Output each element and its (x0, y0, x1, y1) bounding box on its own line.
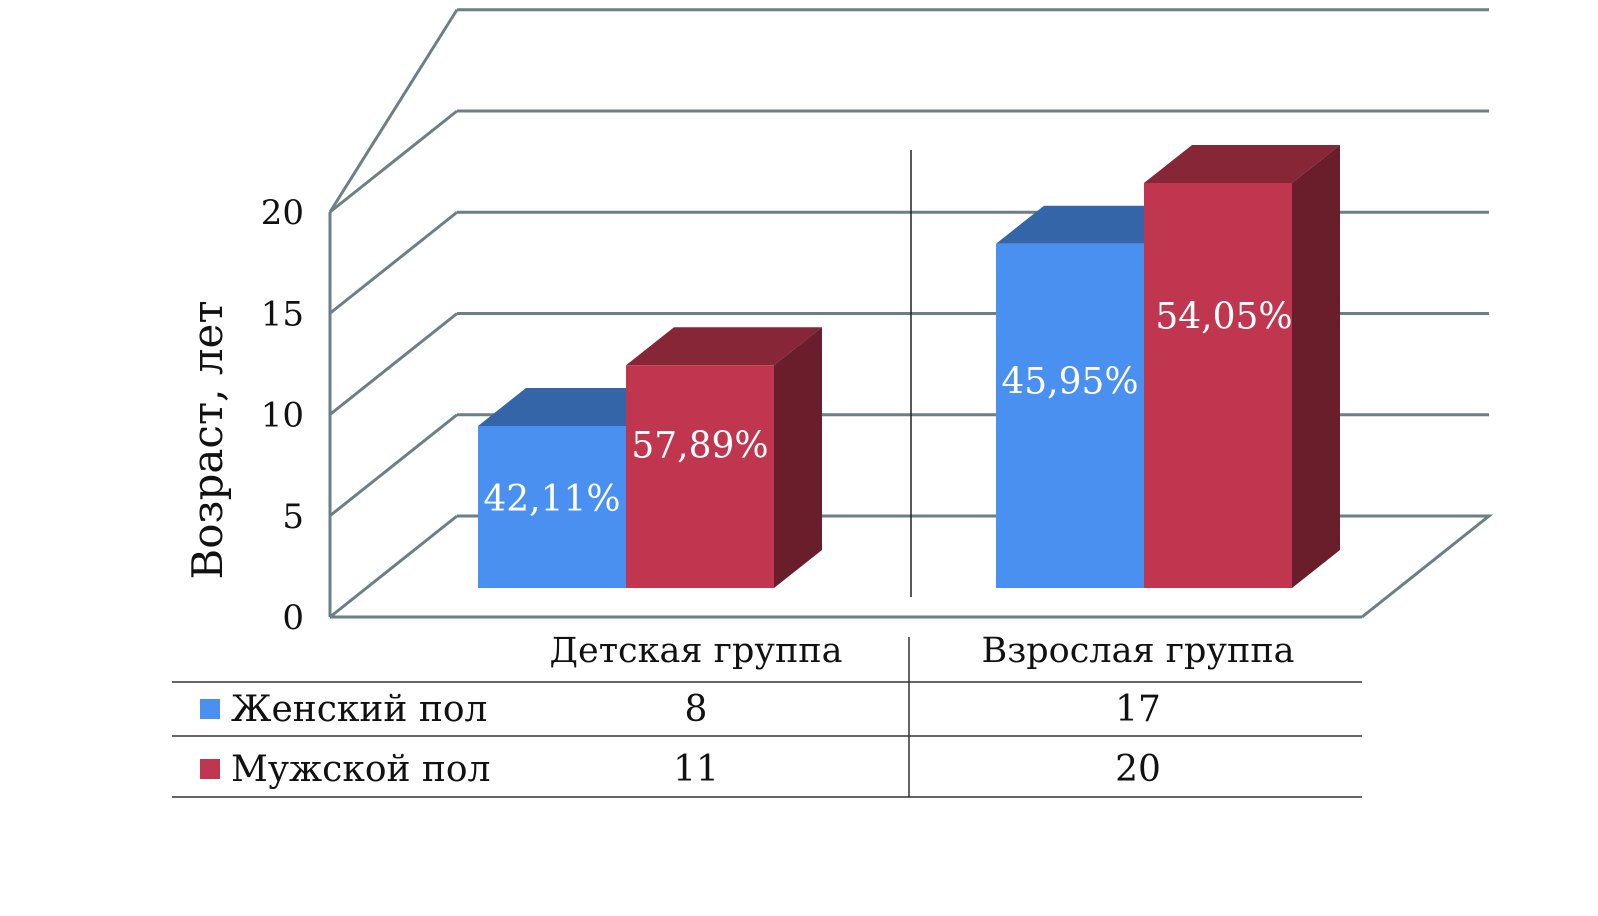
y-tick-label: 0 (282, 598, 304, 638)
legend-label: Женский пол (231, 689, 487, 730)
bar-top (996, 205, 1192, 244)
gridline-depth (329, 211, 458, 315)
data-labels: 42,11% 57,89% 45,95% 54,05% (483, 297, 1292, 520)
x-tick-label: Детская группа (550, 631, 843, 671)
data-label: 45,95% (1001, 361, 1138, 402)
table-cell-value: 8 (685, 689, 708, 730)
data-label: 54,05% (1155, 297, 1292, 338)
gridline-depth (329, 312, 458, 416)
data-table: Детская группа Взрослая группа Женский пол… (172, 631, 1362, 798)
bar-top (1144, 145, 1340, 183)
bar-top (626, 327, 822, 366)
bar-front (478, 426, 626, 588)
data-label: 42,11% (483, 479, 620, 520)
x-tick-label: Взрослая группа (981, 631, 1294, 671)
data-label: 57,89% (631, 425, 768, 466)
bar-front (626, 365, 774, 588)
table-cell-value: 20 (1115, 749, 1161, 790)
bar (626, 327, 822, 588)
y-tick-label: 15 (261, 294, 304, 334)
bar-side (1292, 145, 1340, 588)
y-tick-label: 5 (282, 497, 304, 537)
legend-label: Мужской пол (231, 749, 490, 790)
y-tick-label: 20 (261, 193, 304, 233)
bar-top (478, 388, 674, 426)
gridline-depth (329, 514, 458, 619)
y-axis: 0 5 10 15 20 (261, 193, 304, 638)
table-cell-value: 17 (1115, 689, 1161, 730)
wall-edge (328, 8, 459, 213)
gridline-depth (329, 109, 458, 214)
legend-swatch (200, 759, 220, 779)
bar-side (774, 327, 822, 588)
gridline-depth (329, 413, 458, 517)
legend-swatch (200, 699, 220, 719)
bar-front (1144, 183, 1292, 588)
bar-front (996, 243, 1144, 588)
y-axis-label: Возраст, лет (183, 300, 232, 579)
y-tick-label: 10 (261, 396, 304, 436)
table-cell-value: 11 (673, 749, 719, 790)
bars (478, 145, 1340, 588)
bar (1144, 145, 1340, 588)
